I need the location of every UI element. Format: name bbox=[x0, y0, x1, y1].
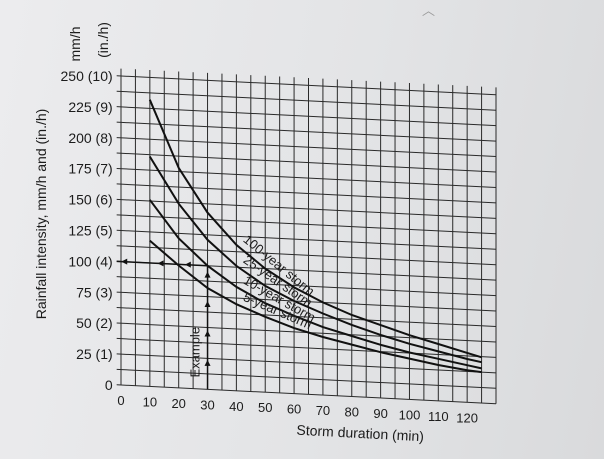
grid-line-horizontal bbox=[116, 198, 497, 219]
grid-line-horizontal bbox=[116, 90, 497, 111]
x-tick-label: 50 bbox=[258, 400, 272, 415]
grid-line-horizontal bbox=[116, 137, 497, 158]
x-tick-label: 90 bbox=[373, 406, 387, 421]
y-tick-label: 125 (5) bbox=[68, 223, 112, 239]
y-tick-label: 250 (10) bbox=[61, 68, 113, 84]
grid-line-horizontal bbox=[116, 121, 497, 142]
curve-3 bbox=[149, 239, 482, 374]
grid-line-horizontal bbox=[116, 368, 497, 389]
x-tick-label: 60 bbox=[287, 402, 301, 417]
window-chevron-icon: ︿ bbox=[422, 3, 436, 18]
example-arrowhead bbox=[157, 260, 164, 267]
x-tick-label: 0 bbox=[117, 393, 124, 408]
curve-2 bbox=[149, 199, 482, 370]
example-arrowhead bbox=[204, 330, 211, 337]
example-arrowhead bbox=[204, 271, 211, 278]
x-tick-label: 40 bbox=[229, 399, 243, 414]
grid-line-horizontal bbox=[116, 337, 497, 358]
y-tick-label: 175 (7) bbox=[68, 161, 112, 177]
y-tick-label: 150 (6) bbox=[68, 192, 112, 208]
y-tick-label: 25 (1) bbox=[76, 346, 113, 362]
y-unit-mm: mm/h bbox=[67, 27, 83, 62]
grid-line-horizontal bbox=[116, 307, 497, 327]
x-tick-label: 120 bbox=[456, 410, 478, 425]
x-axis-title: Storm duration (min) bbox=[296, 422, 424, 445]
example-label: Example bbox=[188, 327, 203, 378]
example-annotation bbox=[116, 258, 211, 390]
example-arrowhead bbox=[184, 261, 191, 268]
x-tick-label: 100 bbox=[399, 407, 421, 422]
x-tick-label: 10 bbox=[143, 394, 157, 409]
y-axis-title: Rainfall intensity, mm/h and (in./h) bbox=[33, 109, 49, 320]
grid-line-horizontal bbox=[116, 167, 497, 188]
curve-0 bbox=[148, 99, 482, 359]
grid-line-horizontal bbox=[116, 214, 497, 235]
grid-line-horizontal bbox=[116, 384, 497, 405]
grid-line-horizontal bbox=[116, 229, 497, 250]
example-arrowhead bbox=[204, 301, 211, 308]
chart-curves bbox=[148, 99, 482, 374]
chart-labels: 0 25 (1) 50 (2) 75 (3) 100 (4) 125 (5) 150 (6)… bbox=[33, 22, 478, 444]
chart-grid bbox=[116, 68, 497, 405]
grid-line-horizontal bbox=[116, 75, 497, 96]
example-arrowhead bbox=[204, 359, 211, 366]
example-arrowhead bbox=[121, 258, 128, 265]
grid-line-horizontal bbox=[116, 276, 497, 297]
grid-line-horizontal bbox=[116, 245, 497, 266]
y-tick-label: 50 (2) bbox=[76, 315, 113, 331]
x-tick-label: 80 bbox=[345, 405, 359, 420]
y-tick-label: 100 (4) bbox=[68, 253, 112, 269]
x-tick-label: 30 bbox=[200, 397, 214, 412]
curve-1 bbox=[148, 155, 482, 364]
grid-line-horizontal bbox=[116, 353, 497, 374]
grid-line-horizontal bbox=[116, 183, 497, 204]
x-tick-label: 110 bbox=[428, 409, 449, 424]
y-tick-label: 225 (9) bbox=[68, 99, 112, 115]
grid-line-horizontal bbox=[116, 152, 497, 173]
y-tick-label: 75 (3) bbox=[76, 284, 113, 300]
x-tick-label: 70 bbox=[316, 403, 330, 418]
grid-line-horizontal bbox=[116, 106, 497, 127]
y-unit-in: (in./h) bbox=[95, 22, 111, 58]
grid-line-horizontal bbox=[116, 291, 497, 312]
x-tick-label: 20 bbox=[171, 396, 185, 411]
y-tick-label: 0 bbox=[105, 377, 113, 393]
y-tick-label: 200 (8) bbox=[68, 130, 112, 146]
